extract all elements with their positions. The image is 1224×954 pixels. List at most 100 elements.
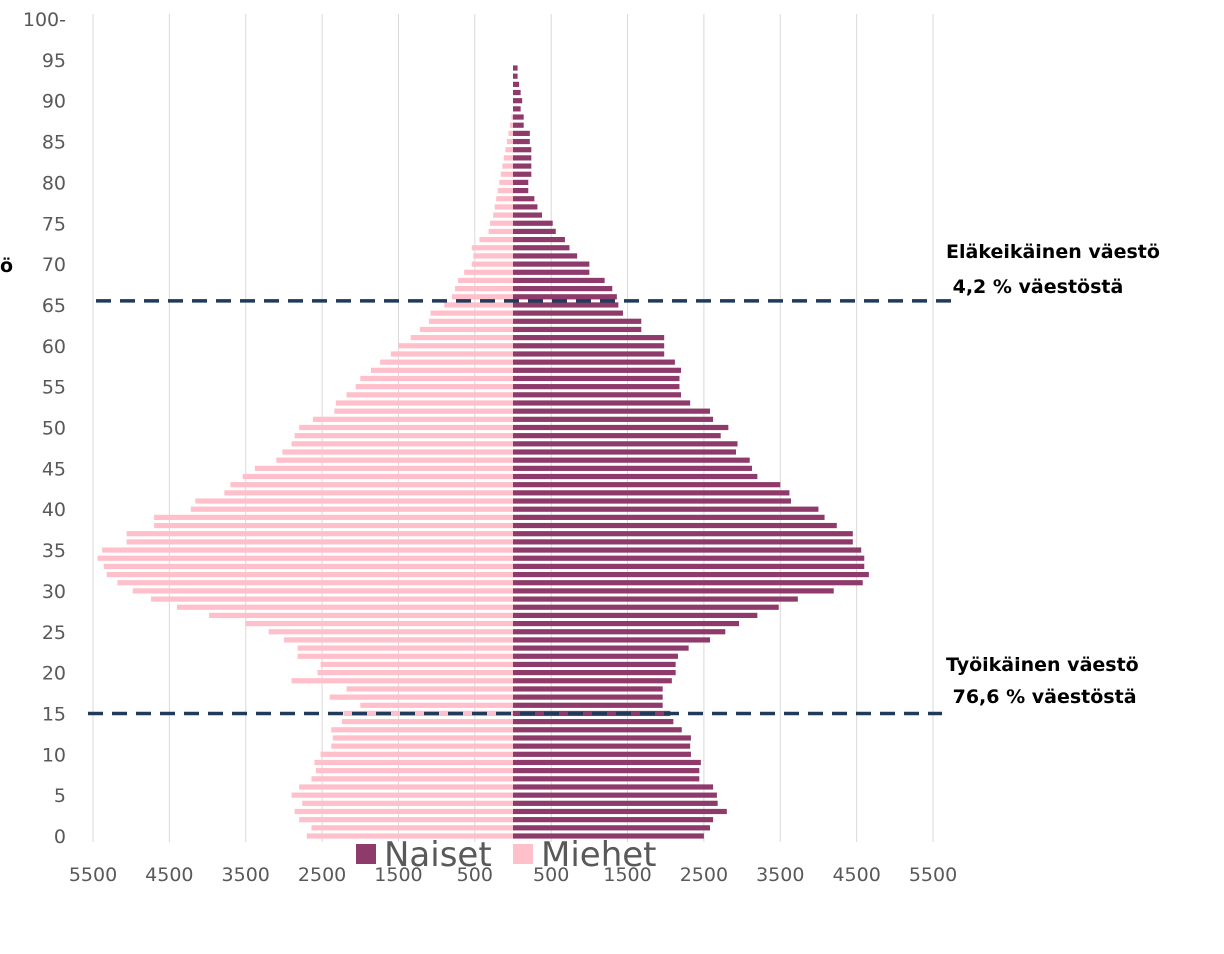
bar-naiset <box>513 400 691 406</box>
x-tick-label: 4500 <box>832 864 880 886</box>
x-tick-label: 1500 <box>374 864 422 886</box>
bar-naiset <box>513 220 553 226</box>
y-tick-label: 60 <box>42 336 66 358</box>
x-tick-label: 4500 <box>145 864 193 886</box>
bar-miehet <box>398 343 513 349</box>
bar-naiset <box>513 490 790 496</box>
bar-miehet <box>242 473 513 480</box>
bar-naiset <box>513 759 701 766</box>
y-tick-label: 0 <box>54 826 66 848</box>
bar-miehet <box>314 759 513 766</box>
bar-miehet <box>499 179 513 185</box>
bar-miehet <box>117 580 513 586</box>
bar-naiset <box>513 735 691 741</box>
bar-naiset <box>513 694 663 700</box>
bar-miehet <box>154 514 513 520</box>
bar-naiset <box>513 73 518 79</box>
bar-miehet <box>311 776 513 782</box>
y-tick-label: 55 <box>42 377 66 399</box>
y-tick-label: 20 <box>42 663 66 685</box>
bar-naiset <box>513 547 862 553</box>
bar-naiset <box>513 612 758 619</box>
x-tick-label: 2500 <box>298 864 346 886</box>
left-cut-label: ö <box>0 255 13 277</box>
bar-miehet <box>126 531 513 537</box>
bar-miehet <box>335 400 513 406</box>
bar-naiset <box>513 343 665 349</box>
bar-naiset <box>513 359 675 365</box>
annotation-working-share: 76,6 % väestöstä <box>946 686 1137 708</box>
y-tick-label: 25 <box>42 622 66 644</box>
bar-miehet <box>505 147 513 153</box>
bar-naiset <box>513 277 605 284</box>
bar-naiset <box>513 187 529 194</box>
bar-naiset <box>513 81 520 87</box>
bar-miehet <box>464 269 513 275</box>
bar-miehet <box>154 522 513 529</box>
bar-miehet <box>329 694 513 700</box>
bar-miehet <box>355 384 513 390</box>
bar-miehet <box>471 245 513 251</box>
bar-naiset <box>513 768 700 774</box>
bar-naiset <box>513 580 863 586</box>
bar-naiset <box>513 433 721 439</box>
bar-naiset <box>513 114 524 120</box>
legend-swatch-naiset <box>356 844 376 864</box>
bar-naiset <box>513 645 689 651</box>
bar-naiset <box>513 163 532 169</box>
bar-naiset <box>513 800 718 806</box>
bar-naiset <box>513 416 714 422</box>
bar-miehet <box>458 277 513 284</box>
bar-naiset <box>513 424 729 431</box>
bar-miehet <box>317 670 513 676</box>
bar-naiset <box>513 473 758 480</box>
bar-naiset <box>513 335 665 341</box>
y-tick-label: 30 <box>42 581 66 603</box>
x-tick-label: 1500 <box>603 864 651 886</box>
bar-naiset <box>513 65 518 71</box>
y-axis-tick-labels: 0 5 10 15 20 25 30 35 40 45 50 55 60 65 70 75 80 85 90 95 10… <box>23 9 66 848</box>
bar-naiset <box>513 571 869 578</box>
bar-naiset <box>513 106 521 112</box>
y-tick-label: 85 <box>42 132 66 154</box>
bar-naiset <box>513 98 523 104</box>
bar-miehet <box>410 335 513 341</box>
bar-miehet <box>444 302 513 308</box>
y-tick-label: 80 <box>42 172 66 194</box>
bar-naiset <box>513 457 750 463</box>
y-tick-label: 90 <box>42 91 66 113</box>
bar-miehet <box>245 620 513 627</box>
bar-miehet <box>268 629 513 635</box>
bar-naiset <box>513 604 779 610</box>
bar-miehet <box>106 571 513 578</box>
bar-naiset <box>513 326 642 333</box>
y-tick-label: 75 <box>42 213 66 235</box>
bar-naiset <box>513 661 676 668</box>
bar-miehet <box>331 727 513 733</box>
bar-miehet <box>496 196 513 202</box>
bar-naiset <box>513 253 578 259</box>
bar-naiset <box>513 531 853 537</box>
bar-naiset <box>513 727 682 733</box>
bar-naiset <box>513 375 680 382</box>
bar-naiset <box>513 620 740 627</box>
bar-miehet <box>419 326 513 333</box>
bar-miehet <box>151 596 513 602</box>
annotation-working-title: Työikäinen väestö <box>946 654 1139 676</box>
bar-miehet <box>331 743 513 749</box>
y-tick-label: 35 <box>42 540 66 562</box>
bar-miehet <box>299 817 513 823</box>
bar-miehet <box>332 735 513 741</box>
bar-naiset <box>513 482 781 488</box>
bar-miehet <box>291 441 513 447</box>
bar-naiset <box>513 555 865 561</box>
bar-naiset <box>513 702 663 708</box>
bar-miehet <box>230 482 514 488</box>
bar-miehet <box>473 253 513 259</box>
bar-naiset <box>513 261 590 267</box>
series-naiset-bars <box>513 65 869 839</box>
bar-naiset <box>513 155 532 161</box>
bar-miehet <box>126 539 513 545</box>
bar-naiset <box>513 122 524 128</box>
